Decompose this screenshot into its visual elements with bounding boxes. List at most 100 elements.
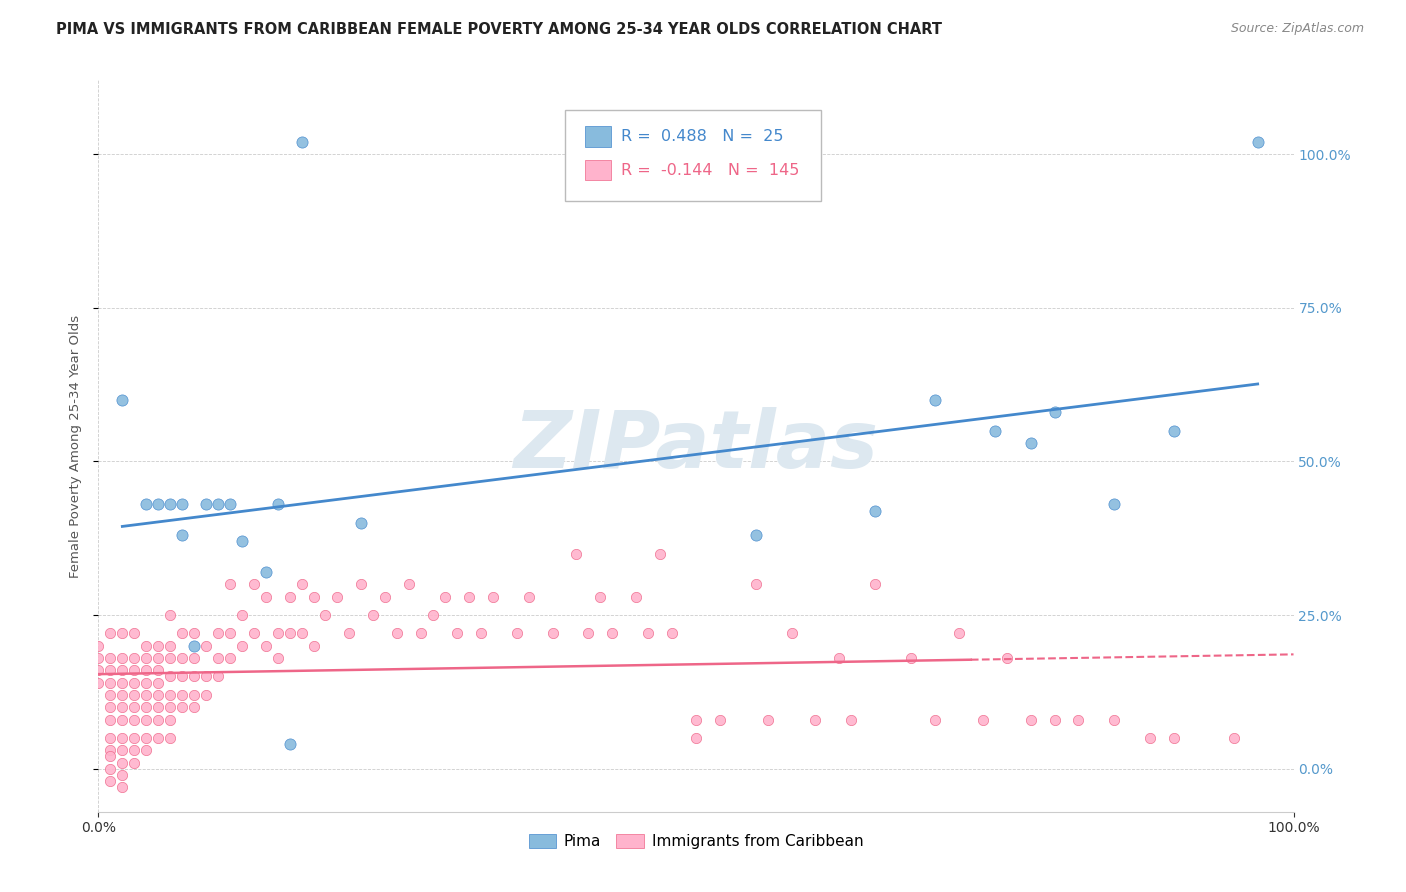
Point xyxy=(159,497,181,511)
Point xyxy=(841,713,863,727)
Point xyxy=(267,626,290,640)
Point xyxy=(291,135,314,149)
Point xyxy=(446,626,468,640)
Point xyxy=(1104,713,1126,727)
Point xyxy=(756,713,779,727)
Point xyxy=(159,713,181,727)
Text: R =  0.488   N =  25: R = 0.488 N = 25 xyxy=(620,129,783,145)
Point xyxy=(111,768,134,782)
Point xyxy=(124,713,146,727)
Point xyxy=(648,547,672,561)
Point xyxy=(124,731,146,745)
Point xyxy=(780,626,803,640)
Point xyxy=(159,731,181,745)
Point xyxy=(254,590,277,604)
Bar xyxy=(585,160,612,180)
Point xyxy=(637,626,659,640)
Point xyxy=(87,675,110,690)
Point xyxy=(159,651,181,665)
Point xyxy=(291,577,314,591)
Point xyxy=(481,590,505,604)
Point xyxy=(98,651,122,665)
Point xyxy=(98,774,122,789)
Legend: Pima, Immigrants from Caribbean: Pima, Immigrants from Caribbean xyxy=(523,828,869,855)
Point xyxy=(315,607,337,622)
Point xyxy=(207,626,229,640)
Point xyxy=(183,688,205,702)
Text: R =  -0.144   N =  145: R = -0.144 N = 145 xyxy=(620,162,799,178)
Point xyxy=(124,756,146,770)
Point xyxy=(254,639,277,653)
Point xyxy=(243,577,266,591)
Point xyxy=(1067,713,1090,727)
Point xyxy=(135,497,157,511)
Point xyxy=(111,675,134,690)
Point xyxy=(828,651,851,665)
Point xyxy=(219,626,242,640)
Point xyxy=(111,756,134,770)
Point xyxy=(159,669,181,683)
Point xyxy=(924,713,946,727)
Point xyxy=(602,626,624,640)
Point xyxy=(183,700,205,714)
Point xyxy=(219,577,242,591)
Point xyxy=(183,651,205,665)
Point xyxy=(422,607,444,622)
Point xyxy=(948,626,970,640)
Point xyxy=(111,780,134,794)
Point xyxy=(183,639,205,653)
Point xyxy=(111,664,134,678)
Point xyxy=(385,626,409,640)
Y-axis label: Female Poverty Among 25-34 Year Olds: Female Poverty Among 25-34 Year Olds xyxy=(69,315,83,577)
Point xyxy=(984,424,1007,438)
Point xyxy=(1163,424,1185,438)
Point xyxy=(98,762,122,776)
Point xyxy=(302,590,325,604)
Point xyxy=(172,669,194,683)
Point xyxy=(291,626,314,640)
Point xyxy=(124,700,146,714)
Point xyxy=(709,713,731,727)
Point xyxy=(98,675,122,690)
Point xyxy=(124,743,146,757)
Point xyxy=(111,743,134,757)
Point xyxy=(98,664,122,678)
Point xyxy=(135,688,157,702)
Point xyxy=(98,700,122,714)
Point xyxy=(1139,731,1161,745)
Point xyxy=(135,675,157,690)
Point xyxy=(661,626,683,640)
Point xyxy=(148,700,170,714)
Bar xyxy=(585,127,612,147)
Point xyxy=(1163,731,1185,745)
Point xyxy=(172,688,194,702)
Point xyxy=(111,626,134,640)
Point xyxy=(231,607,253,622)
Point xyxy=(172,700,194,714)
Point xyxy=(900,651,922,665)
Point xyxy=(124,664,146,678)
Point xyxy=(350,516,373,530)
Point xyxy=(1104,497,1126,511)
Point xyxy=(148,497,170,511)
Point xyxy=(135,713,157,727)
Point xyxy=(541,626,564,640)
Point xyxy=(98,688,122,702)
Point xyxy=(278,590,301,604)
Point xyxy=(339,626,361,640)
Point xyxy=(135,700,157,714)
Point xyxy=(231,639,253,653)
Point xyxy=(302,639,325,653)
Point xyxy=(111,713,134,727)
Point xyxy=(135,743,157,757)
Point xyxy=(1223,731,1246,745)
Point xyxy=(172,497,194,511)
Point xyxy=(159,607,181,622)
Point xyxy=(219,651,242,665)
Point xyxy=(411,626,433,640)
Point xyxy=(124,626,146,640)
Point xyxy=(995,651,1018,665)
Point xyxy=(98,713,122,727)
Point xyxy=(1019,713,1042,727)
Point xyxy=(685,731,707,745)
